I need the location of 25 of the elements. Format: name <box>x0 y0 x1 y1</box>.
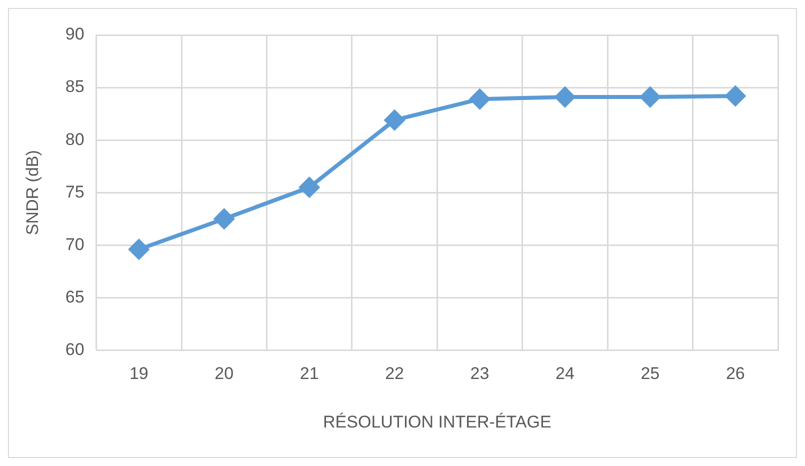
x-tick-label: 24 <box>556 364 574 384</box>
y-axis-title: SNDR (dB) <box>22 150 42 236</box>
point <box>384 110 405 130</box>
x-tick-label: 22 <box>385 364 404 384</box>
x-tick-label: 19 <box>129 364 148 384</box>
y-tick-label: 60 <box>65 340 84 359</box>
y-tick-label: 65 <box>65 287 84 306</box>
point <box>128 239 149 260</box>
x-tick-label: 25 <box>640 364 660 384</box>
y-tick-label: 80 <box>65 130 84 149</box>
x-tick-label: 20 <box>214 364 234 384</box>
point <box>299 177 320 198</box>
x-axis-title: RÉSOLUTION INTER-ÉTAGE <box>323 412 552 432</box>
x-tick-label: 23 <box>470 364 490 384</box>
x-tick-label: 21 <box>300 364 319 384</box>
point <box>470 89 490 110</box>
point <box>725 86 746 106</box>
x-tick-label: 26 <box>726 364 745 384</box>
y-tick-label: 85 <box>65 77 84 96</box>
point <box>214 208 234 229</box>
y-tick-label: 70 <box>65 234 84 254</box>
y-tick-label: 90 <box>65 24 84 44</box>
point <box>554 86 575 107</box>
point <box>640 86 660 107</box>
y-tick-label: 75 <box>65 182 84 202</box>
